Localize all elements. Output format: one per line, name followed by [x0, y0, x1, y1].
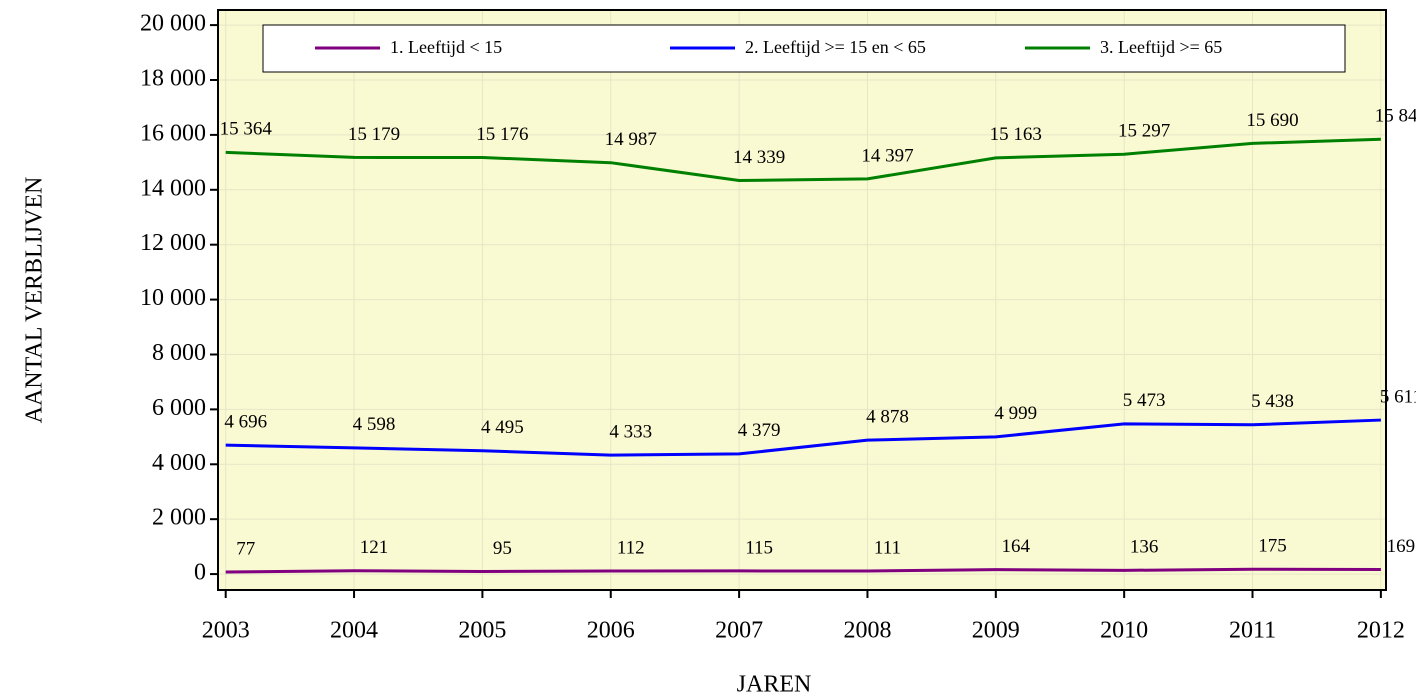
data-label: 14 339: [733, 147, 785, 168]
x-tick-label: 2006: [587, 618, 635, 644]
data-label: 15 690: [1246, 110, 1298, 131]
data-label: 4 696: [224, 412, 267, 433]
data-label: 15 179: [348, 124, 400, 145]
y-tick-label: 16 000: [140, 120, 206, 146]
data-label: 5 473: [1123, 390, 1166, 411]
series-line: [225, 567, 1381, 574]
data-label: 15 843: [1375, 106, 1416, 127]
data-label: 15 163: [990, 124, 1042, 145]
y-tick-label: 0: [194, 560, 206, 586]
data-label: 5 611: [1380, 386, 1416, 407]
y-tick-label: 14 000: [140, 175, 206, 201]
x-tick-label: 2011: [1229, 618, 1276, 644]
x-tick-label: 2005: [458, 618, 506, 644]
x-tick-label: 2008: [843, 618, 891, 644]
data-label: 14 987: [605, 129, 657, 150]
series-line: [225, 137, 1381, 182]
y-tick-label: 18 000: [140, 65, 206, 91]
y-tick-label: 6 000: [152, 395, 206, 421]
data-label: 15 176: [476, 124, 528, 145]
x-tick-label: 2012: [1357, 618, 1405, 644]
data-label: 15 297: [1118, 121, 1170, 142]
data-label: 169: [1387, 536, 1416, 557]
x-tick-label: 2007: [715, 618, 763, 644]
y-tick-label: 4 000: [152, 450, 206, 476]
legend-label: 3. Leeftijd >= 65: [1100, 37, 1222, 57]
data-label: 77: [236, 538, 255, 559]
plot-border: [217, 9, 1387, 591]
legend-box: [262, 24, 1346, 73]
data-label: 4 333: [609, 422, 652, 443]
y-tick-label: 2 000: [152, 505, 206, 531]
data-label: 115: [745, 537, 773, 558]
y-tick-label: 10 000: [140, 285, 206, 311]
y-tick-label: 12 000: [140, 230, 206, 256]
x-tick-label: 2004: [330, 618, 378, 644]
y-axis-label: AANTAL VERBLIJVEN: [22, 177, 48, 424]
legend-label: 1. Leeftijd < 15: [390, 37, 502, 57]
x-tick-label: 2003: [202, 618, 250, 644]
x-tick-label: 2010: [1100, 618, 1148, 644]
data-label: 4 999: [994, 403, 1037, 424]
data-label: 4 878: [866, 407, 909, 428]
data-label: 111: [874, 537, 901, 558]
data-label: 5 438: [1251, 391, 1294, 412]
data-label: 4 379: [738, 420, 781, 441]
data-label: 112: [617, 537, 645, 558]
data-label: 14 397: [861, 145, 913, 166]
data-label: 95: [493, 538, 512, 559]
y-tick-label: 8 000: [152, 340, 206, 366]
series-line: [225, 418, 1381, 457]
x-axis-label: JAREN: [737, 672, 812, 698]
data-label: 121: [360, 537, 389, 558]
legend-label: 2. Leeftijd >= 15 en < 65: [745, 37, 926, 57]
x-tick-label: 2009: [972, 618, 1020, 644]
data-label: 164: [1002, 536, 1031, 557]
data-label: 175: [1258, 536, 1287, 557]
data-label: 15 364: [220, 119, 273, 140]
data-label: 136: [1130, 537, 1159, 558]
y-tick-label: 20 000: [140, 11, 206, 37]
data-label: 4 495: [481, 417, 524, 438]
data-label: 4 598: [353, 414, 396, 435]
